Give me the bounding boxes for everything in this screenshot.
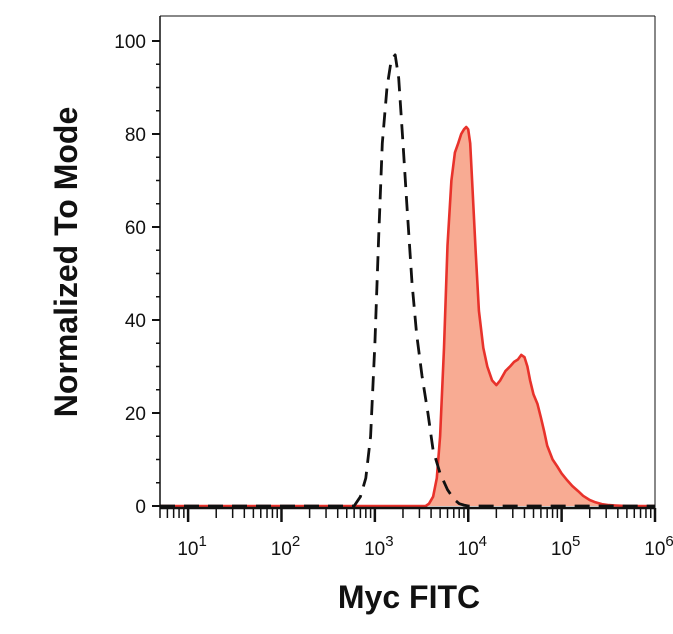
x-tick-base: 10 <box>458 539 479 560</box>
control-histogram-line <box>160 53 655 508</box>
x-tick-exponent: 5 <box>572 533 580 550</box>
series-layer <box>160 53 655 508</box>
y-tick-label: 20 <box>125 404 146 425</box>
x-tick-exponent: 6 <box>665 533 673 550</box>
x-tick-exponent: 3 <box>385 533 393 550</box>
x-tick-base: 10 <box>551 539 572 560</box>
y-tick-label: 0 <box>135 497 146 518</box>
y-tick-label: 80 <box>125 125 146 146</box>
x-tick-exponent: 4 <box>479 533 487 550</box>
x-tick-label: 106 <box>644 533 673 560</box>
y-tick-label: 40 <box>125 311 146 332</box>
x-tick-label: 101 <box>177 533 206 560</box>
x-tick-base: 10 <box>364 539 385 560</box>
x-tick-label: 105 <box>551 533 580 560</box>
x-tick-exponent: 2 <box>292 533 300 550</box>
stained-histogram-line <box>160 125 655 508</box>
x-tick-label: 104 <box>458 533 487 560</box>
x-tick-base: 10 <box>177 539 198 560</box>
x-tick-label: 102 <box>271 533 300 560</box>
x-tick-label: 103 <box>364 533 393 560</box>
stained-histogram-fill <box>160 127 655 506</box>
y-tick-label: 100 <box>114 32 146 53</box>
y-tick-label: 60 <box>125 218 146 239</box>
x-axis-title: Myc FITC <box>338 579 480 615</box>
x-tick-base: 10 <box>271 539 292 560</box>
axes-layer <box>152 15 657 522</box>
x-tick-base: 10 <box>644 539 665 560</box>
y-axis-title: Normalized To Mode <box>48 107 84 418</box>
x-tick-exponent: 1 <box>199 533 207 550</box>
